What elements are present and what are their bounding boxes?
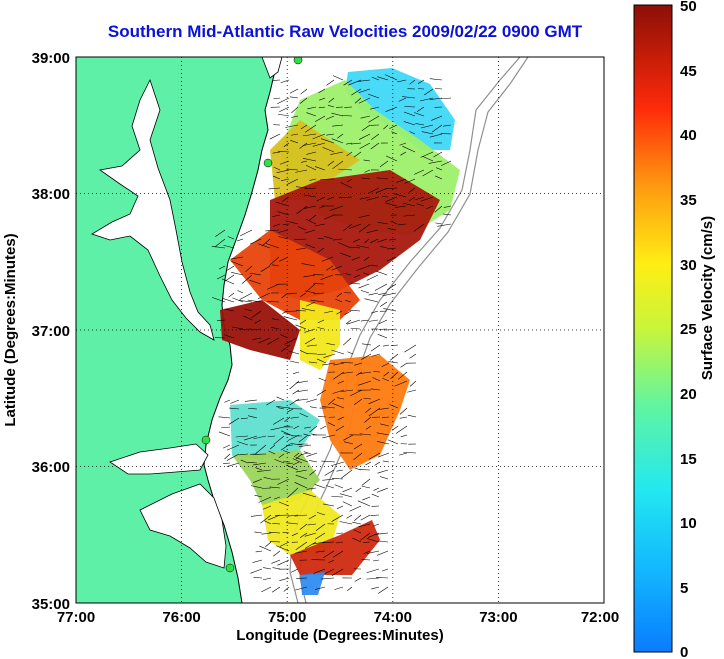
lat-tick: 36:00 <box>32 459 70 476</box>
lon-tick: 72:00 <box>581 609 619 626</box>
colorbar-tick: 30 <box>680 257 697 274</box>
lon-tick: 75:00 <box>268 609 306 626</box>
radar-site-marker <box>293 57 303 65</box>
coverage-patch <box>300 300 340 370</box>
colorbar-tick: 0 <box>680 644 688 659</box>
x-axis-label: Longitude (Degrees:Minutes) <box>236 627 444 644</box>
coverage-patch <box>232 450 320 505</box>
coverage-patch <box>230 230 360 320</box>
lon-tick: 73:00 <box>479 609 517 626</box>
colorbar-tick: 15 <box>680 451 697 468</box>
colorbar-label: Surface Velocity (cm/s) <box>699 216 716 380</box>
lat-tick: 37:00 <box>32 323 70 340</box>
colorbar-tick: 35 <box>680 192 697 209</box>
lon-tick: 74:00 <box>374 609 412 626</box>
latitude-tick-labels: 39:00 38:00 37:00 36:00 35:00 <box>32 50 70 613</box>
coverage-patch <box>270 120 360 200</box>
radar-site-marker <box>201 435 211 445</box>
coverage-patch <box>320 355 410 470</box>
colorbar-tick: 50 <box>680 0 697 15</box>
albemarle-sound <box>109 443 209 475</box>
delaware-bay <box>261 57 283 79</box>
y-axis-label: Latitude (Degrees:Minutes) <box>2 233 19 426</box>
colorbar-tick: 20 <box>680 386 697 403</box>
lat-tick: 39:00 <box>32 50 70 67</box>
colorbar-tick: 25 <box>680 321 697 338</box>
longitude-tick-labels: 77:00 76:00 75:00 74:00 73:00 72:00 <box>57 609 619 626</box>
colorbar-tick-labels: 50 45 40 35 30 25 20 15 10 5 0 <box>680 0 697 659</box>
coverage-patch <box>345 68 455 150</box>
coverage-patch <box>290 520 380 575</box>
coverage-patch <box>262 490 340 555</box>
lat-tick: 35:00 <box>32 596 70 613</box>
pamlico-sound <box>139 483 227 569</box>
axes-frame <box>75 56 605 604</box>
colorbar-tick: 40 <box>680 127 697 144</box>
colorbar-tick: 45 <box>680 63 697 80</box>
chesapeake-bay <box>91 78 215 341</box>
map-title: Southern Mid-Atlantic Raw Velocities 200… <box>107 22 583 41</box>
grid-lines <box>76 57 604 603</box>
velocity-field <box>201 57 460 595</box>
colorbar-tick: 10 <box>680 515 697 532</box>
colorbar-tick: 5 <box>680 580 688 597</box>
lat-tick: 38:00 <box>32 186 70 203</box>
radar-site-marker <box>225 563 235 573</box>
lon-tick: 77:00 <box>57 609 95 626</box>
radar-site-marker <box>263 158 273 168</box>
lon-tick: 76:00 <box>162 609 200 626</box>
colorbar <box>633 4 673 653</box>
